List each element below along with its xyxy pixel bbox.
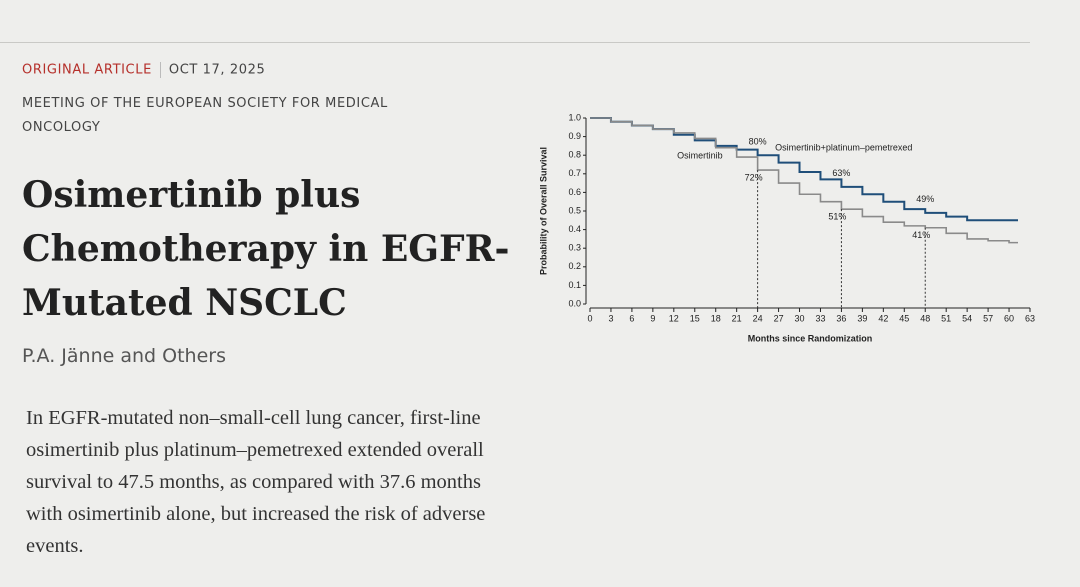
series-label: Osimertinib: [677, 150, 723, 160]
x-tick-label: 3: [608, 313, 613, 323]
x-tick-label: 6: [629, 313, 634, 323]
y-tick-label: 0.4: [568, 224, 581, 234]
article-meta: ORIGINAL ARTICLE OCT 17, 2025: [22, 62, 265, 78]
x-tick-label: 39: [857, 313, 867, 323]
divider: [0, 42, 1030, 43]
x-tick-label: 12: [669, 313, 679, 323]
x-tick-label: 9: [650, 313, 655, 323]
y-tick-label: 0.9: [568, 131, 581, 141]
annotation: 41%: [912, 230, 930, 240]
x-tick-label: 30: [795, 313, 805, 323]
section-link[interactable]: ORIGINAL ARTICLE: [22, 62, 152, 78]
series-label: Osimertinib+platinum–pemetrexed: [775, 143, 912, 153]
x-tick-label: 21: [732, 313, 742, 323]
y-axis-title: Probability of Overall Survival: [538, 147, 548, 275]
y-tick-label: 0.3: [568, 243, 581, 253]
x-tick-label: 33: [815, 313, 825, 323]
survival-curve: [590, 117, 1018, 222]
y-tick-label: 0.1: [568, 280, 581, 290]
y-tick-label: 0.0: [568, 298, 581, 308]
x-tick-label: 60: [1004, 313, 1014, 323]
annotation: 51%: [828, 212, 846, 222]
x-tick-label: 42: [878, 313, 888, 323]
x-tick-label: 27: [774, 313, 784, 323]
x-tick-label: 15: [690, 313, 700, 323]
annotation: 63%: [832, 168, 850, 178]
y-tick-label: 0.2: [568, 261, 581, 271]
y-tick-label: 0.8: [568, 150, 581, 160]
x-tick-label: 63: [1025, 313, 1035, 323]
separator: [159, 62, 161, 78]
x-axis-title: Months since Randomization: [748, 333, 873, 343]
y-tick-label: 1.0: [568, 112, 581, 122]
survival-chart: 0.00.10.20.30.40.50.60.70.80.91.00 3 6 9 12 1…: [538, 112, 1035, 343]
annotation: 80%: [749, 137, 767, 147]
survival-curve: [590, 117, 1018, 244]
article-title[interactable]: Osimertinib plus Chemotherapy in EGFR-Mu…: [22, 174, 510, 324]
x-tick-label: 24: [753, 313, 763, 323]
authors: P.A. Jänne and Others: [22, 345, 226, 367]
x-tick-label: 18: [711, 313, 721, 323]
x-tick-label: 51: [941, 313, 951, 323]
x-tick-label: 0: [587, 313, 592, 323]
x-tick-label: 48: [920, 313, 930, 323]
annotation: 49%: [916, 194, 934, 204]
annotation: 72%: [745, 172, 763, 182]
x-tick-label: 45: [899, 313, 909, 323]
y-tick-label: 0.6: [568, 187, 581, 197]
x-tick-label: 54: [962, 313, 972, 323]
y-tick-label: 0.7: [568, 168, 581, 178]
y-tick-label: 0.5: [568, 205, 581, 215]
date: OCT 17, 2025: [168, 62, 266, 78]
x-tick-label: 36: [836, 313, 846, 323]
summary: In EGFR-mutated non–small-cell lung canc…: [26, 407, 486, 557]
meeting[interactable]: MEETING OF THE EUROPEAN SOCIETY FOR MEDI…: [22, 96, 388, 135]
x-tick-label: 57: [983, 313, 993, 323]
